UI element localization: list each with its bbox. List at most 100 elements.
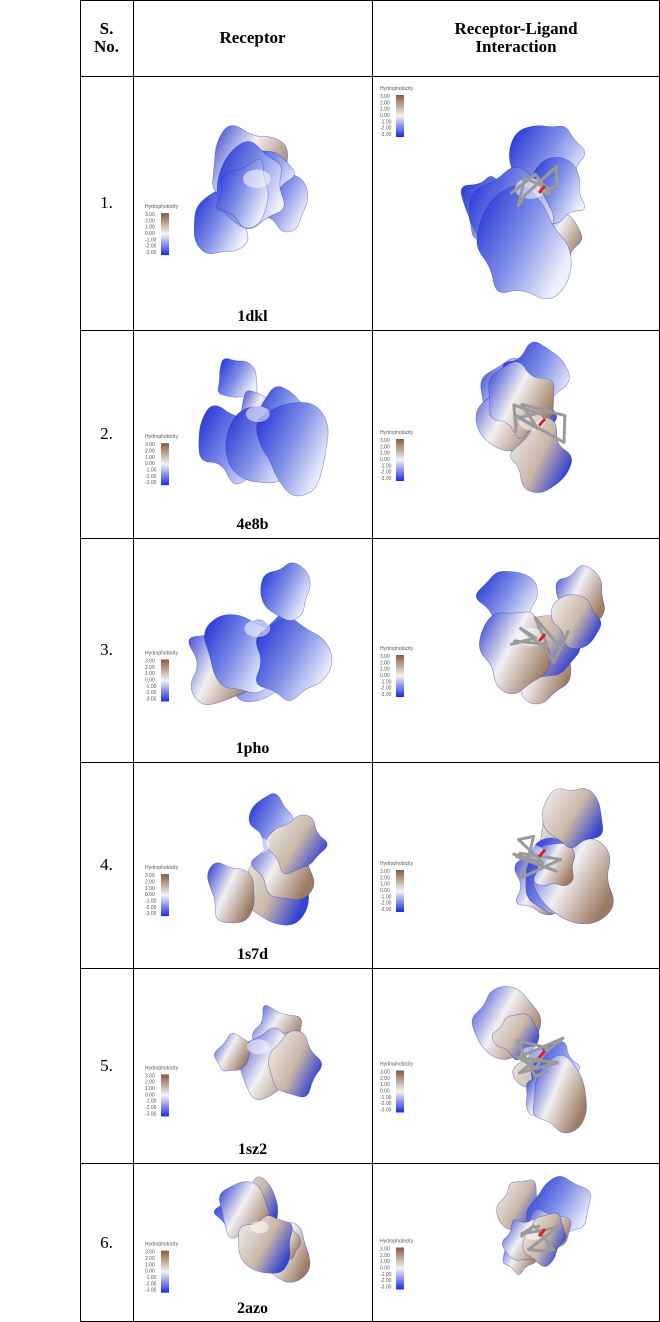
- legend-title: Hydrophobicity: [380, 430, 414, 436]
- legend-tick: 0.00: [380, 888, 390, 894]
- legend-tick: -2.00: [145, 244, 157, 250]
- legend-tick: 2.00: [145, 1256, 155, 1262]
- legend-tick: 0.00: [145, 231, 155, 237]
- legend-tick: -3.00: [380, 1108, 392, 1114]
- highlight: [244, 620, 270, 637]
- legend-tick: -3.00: [145, 480, 157, 486]
- legend-bar: [161, 213, 169, 255]
- legend-tick: -1.00: [380, 119, 392, 125]
- legend-tick: 2.00: [145, 665, 155, 671]
- legend-tick: 1.00: [145, 1086, 155, 1092]
- legend-bar: [396, 439, 404, 481]
- legend-tick: -3.00: [145, 250, 157, 256]
- structure-image: Hydrophobicity3.002.001.000.00-1.00-2.00…: [133, 76, 372, 330]
- legend-tick: 1.00: [380, 107, 390, 113]
- legend-tick: -1.00: [145, 1275, 157, 1281]
- receptor-id: 1pho: [133, 740, 372, 758]
- legend-tick: 1.00: [145, 225, 155, 231]
- legend-tick: 2.00: [145, 1080, 155, 1086]
- ligand-bond: [529, 1249, 544, 1251]
- ligand-bond: [536, 1226, 539, 1227]
- legend-tick: -2.00: [380, 901, 392, 907]
- legend-tick: 1.00: [380, 882, 390, 888]
- structure-image: Hydrophobicity3.002.001.000.00-1.00-2.00…: [133, 968, 372, 1163]
- header-cell: Receptor: [133, 0, 372, 76]
- highlight: [243, 170, 271, 188]
- legend-tick: 0.00: [380, 113, 390, 119]
- legend-tick: 3.00: [380, 1070, 390, 1076]
- row-number: 3.: [80, 538, 133, 762]
- structure-image: Hydrophobicity3.002.001.000.00-1.00-2.00…: [133, 762, 372, 968]
- structure-image: Hydrophobicity3.002.001.000.00-1.00-2.00…: [372, 330, 660, 538]
- legend-tick: 0.00: [380, 457, 390, 463]
- receptor-id: 1s7d: [133, 946, 372, 964]
- legend-tick: 1.00: [380, 451, 390, 457]
- legend-tick: 2.00: [145, 879, 155, 885]
- legend-tick: 2.00: [145, 218, 155, 224]
- legend-tick: 1.00: [380, 667, 390, 673]
- legend-tick: 1.00: [380, 1259, 390, 1265]
- legend-bar: [396, 1071, 404, 1113]
- row-number: 4.: [80, 762, 133, 968]
- legend-tick: 3.00: [380, 438, 390, 444]
- legend-tick: 2.00: [380, 1076, 390, 1082]
- legend-tick: 0.00: [145, 1269, 155, 1275]
- highlight: [246, 406, 270, 422]
- header-text: Receptor: [219, 29, 285, 47]
- legend-tick: -3.00: [145, 1288, 157, 1294]
- structure-image: Hydrophobicity3.002.001.000.00-1.00-2.00…: [372, 1163, 660, 1322]
- legend-tick: 2.00: [380, 444, 390, 450]
- legend-title: Hydrophobicity: [145, 1065, 179, 1071]
- receptor-id: 2azo: [133, 1300, 372, 1318]
- legend-tick: -3.00: [145, 696, 157, 702]
- receptor-cell: Hydrophobicity3.002.001.000.00-1.00-2.00…: [133, 1163, 372, 1322]
- surface: [208, 863, 255, 923]
- legend-tick: -2.00: [380, 126, 392, 132]
- legend-tick: -3.00: [380, 692, 392, 698]
- legend-tick: -2.00: [380, 686, 392, 692]
- legend-tick: 2.00: [380, 1253, 390, 1259]
- receptor-cell: Hydrophobicity3.002.001.000.00-1.00-2.00…: [133, 762, 372, 968]
- structure-image: Hydrophobicity3.002.001.000.00-1.00-2.00…: [133, 330, 372, 538]
- page: S. No. Receptor Receptor-Ligand Interactio…: [0, 0, 660, 1322]
- legend-tick: -3.00: [380, 907, 392, 913]
- legend-bar: [396, 655, 404, 697]
- legend-tick: -1.00: [380, 679, 392, 685]
- receptor-id: 1dkl: [133, 308, 372, 326]
- legend-tick: 0.00: [380, 673, 390, 679]
- header-text: Receptor-Ligand Interaction: [436, 20, 596, 56]
- legend-tick: 2.00: [380, 660, 390, 666]
- legend-tick: -1.00: [145, 898, 157, 904]
- highlight: [247, 1039, 269, 1054]
- legend-tick: 1.00: [380, 1082, 390, 1088]
- header-text: S. No.: [90, 20, 124, 56]
- legend-tick: -1.00: [145, 1099, 157, 1105]
- legend-tick: 3.00: [145, 442, 155, 448]
- legend-title: Hydrophobicity: [145, 865, 179, 871]
- legend-tick: -1.00: [380, 894, 392, 900]
- legend-title: Hydrophobicity: [145, 434, 179, 440]
- legend-title: Hydrophobicity: [145, 650, 179, 656]
- legend-bar: [161, 659, 169, 701]
- legend-bar: [396, 1248, 404, 1290]
- legend-tick: 3.00: [145, 658, 155, 664]
- legend-tick: -1.00: [380, 1272, 392, 1278]
- legend-tick: 3.00: [380, 94, 390, 100]
- receptor-cell: Hydrophobicity3.002.001.000.00-1.00-2.00…: [133, 330, 372, 538]
- legend-tick: 0.00: [145, 461, 155, 467]
- legend-tick: 2.00: [145, 448, 155, 454]
- legend-tick: 0.00: [145, 892, 155, 898]
- legend-tick: -2.00: [380, 1278, 392, 1284]
- receptor-cell: Hydrophobicity3.002.001.000.00-1.00-2.00…: [133, 76, 372, 330]
- legend-tick: -2.00: [145, 1281, 157, 1287]
- legend-tick: -3.00: [380, 476, 392, 482]
- legend-tick: 0.00: [380, 1266, 390, 1272]
- surface: [214, 1033, 249, 1071]
- receptor-id: 1sz2: [133, 1141, 372, 1159]
- legend-tick: -1.00: [145, 467, 157, 473]
